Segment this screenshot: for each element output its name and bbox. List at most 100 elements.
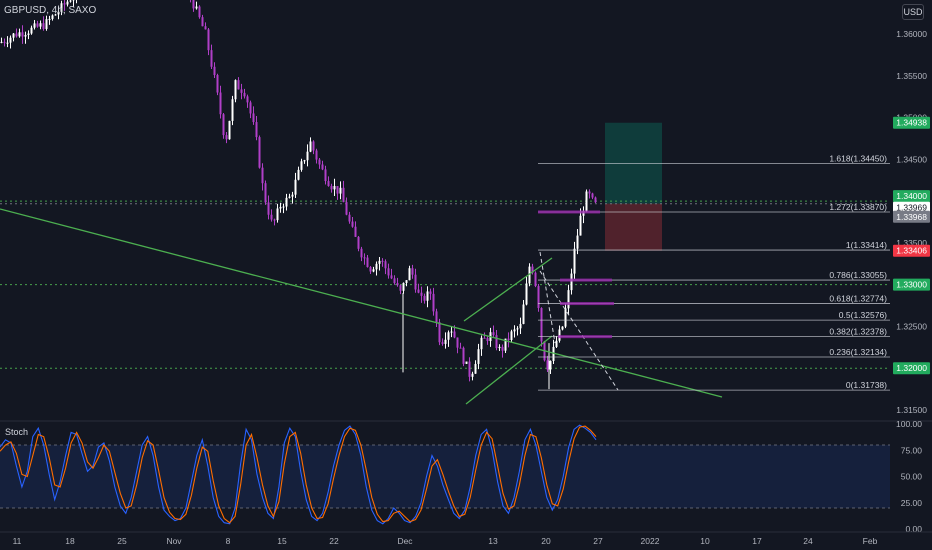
price-tick: 1.35500 — [896, 71, 927, 81]
candle-body — [51, 15, 54, 19]
candle-body — [432, 293, 435, 312]
time-tick: 10 — [700, 536, 710, 546]
stoch-tick: 50.00 — [901, 472, 923, 482]
candle-body — [462, 347, 465, 364]
candle-body — [33, 23, 36, 28]
candle-body — [417, 289, 420, 293]
candle-body — [48, 18, 51, 20]
price-badge-label: 1.33406 — [896, 246, 927, 256]
candle-body — [399, 285, 402, 291]
candle-body — [396, 283, 399, 286]
price-badge — [893, 362, 930, 375]
candle-body — [60, 3, 63, 12]
position-zones[interactable] — [605, 122, 662, 251]
candle-body — [240, 89, 243, 93]
stoch-pane[interactable]: 100.00 75.00 50.00 25.00 0.00 — [0, 419, 932, 534]
candle-body — [387, 268, 390, 276]
trendlines[interactable] — [0, 208, 723, 405]
fib-highlight-bar — [558, 335, 612, 339]
price-badge-label: 1.34938 — [896, 118, 927, 128]
candle-body — [447, 332, 450, 340]
candle-body — [192, 0, 195, 9]
candle-body — [519, 323, 522, 329]
candle-body — [366, 257, 369, 268]
candle-body — [273, 219, 276, 221]
candle-body — [555, 340, 558, 347]
candle-body — [426, 291, 429, 301]
fibonacci-extension[interactable]: 1.618(1.34450) 1.272(1.33870) 1(1.33414) 0.… — [538, 154, 890, 391]
candle-body — [570, 273, 573, 291]
candle-body — [246, 96, 249, 103]
candle-body — [225, 135, 228, 140]
price-badge — [893, 210, 930, 223]
candle-body — [321, 164, 324, 170]
candle-body — [9, 37, 12, 43]
candle-body — [363, 257, 366, 259]
candle-body — [315, 150, 318, 160]
stoch-tick: 25.00 — [901, 498, 923, 508]
candle-body — [378, 260, 381, 264]
candle-body — [507, 338, 510, 341]
stoch-tick: 75.00 — [901, 445, 923, 455]
fib-level-label: 1.272(1.33870) — [829, 202, 887, 212]
channel-upper-line — [463, 257, 553, 322]
price-axis: 1.360001.355001.350001.345001.340001.335… — [892, 0, 932, 420]
candle-body — [333, 186, 336, 190]
candle-body — [288, 196, 291, 198]
candle-body — [393, 278, 396, 284]
currency-button[interactable]: USD — [902, 4, 924, 20]
candle-body — [372, 269, 375, 272]
candle-body — [549, 360, 552, 370]
candle-body — [498, 346, 501, 349]
candle-body — [297, 169, 300, 180]
candles[interactable] — [0, 0, 597, 390]
candle-body — [357, 236, 360, 249]
candle-body — [270, 214, 273, 220]
candle-body — [381, 260, 384, 262]
candle-body — [219, 92, 222, 115]
price-badge — [893, 278, 930, 291]
candle-body — [252, 113, 255, 123]
candle-body — [324, 169, 327, 182]
candle-body — [423, 295, 426, 301]
candle-body — [45, 19, 48, 29]
candle-body — [306, 151, 309, 161]
stop-zone — [605, 203, 662, 251]
candle-body — [588, 191, 591, 194]
fib-level-label: 0.382(1.32378) — [829, 327, 887, 337]
candle-body — [309, 141, 312, 152]
horizontal-levels[interactable] — [0, 200, 890, 369]
price-badge-label: 1.33969 — [896, 203, 927, 213]
candle-body — [384, 261, 387, 269]
time-tick: 17 — [752, 536, 762, 546]
time-tick: 27 — [593, 536, 603, 546]
candle-body — [546, 360, 549, 370]
candle-body — [24, 35, 27, 37]
candle-body — [525, 283, 528, 305]
price-badge — [893, 190, 930, 203]
time-tick: 18 — [65, 536, 75, 546]
candle-body — [348, 214, 351, 222]
time-axis: 11 18 25 Nov 8 15 22 Dec 13 20 27 2022 10 17 24 Feb — [0, 531, 932, 546]
candle-body — [561, 326, 564, 330]
time-tick: 20 — [541, 536, 551, 546]
candle-body — [552, 346, 555, 361]
candle-body — [276, 208, 279, 221]
candle-body — [237, 80, 240, 90]
candle-body — [459, 347, 462, 349]
candle-body — [369, 267, 372, 272]
candle-body — [300, 161, 303, 170]
candle-body — [438, 322, 441, 343]
candle-body — [336, 186, 339, 194]
stoch-band — [0, 445, 890, 508]
time-tick: 25 — [117, 536, 127, 546]
candle-body — [222, 114, 225, 136]
candle-body — [564, 308, 567, 327]
candle-body — [540, 308, 543, 342]
candle-body — [228, 120, 231, 140]
candle-body — [342, 187, 345, 203]
candle-body — [516, 328, 519, 330]
time-tick: Nov — [166, 536, 182, 546]
fib-level-label: 0.236(1.32134) — [829, 347, 887, 357]
